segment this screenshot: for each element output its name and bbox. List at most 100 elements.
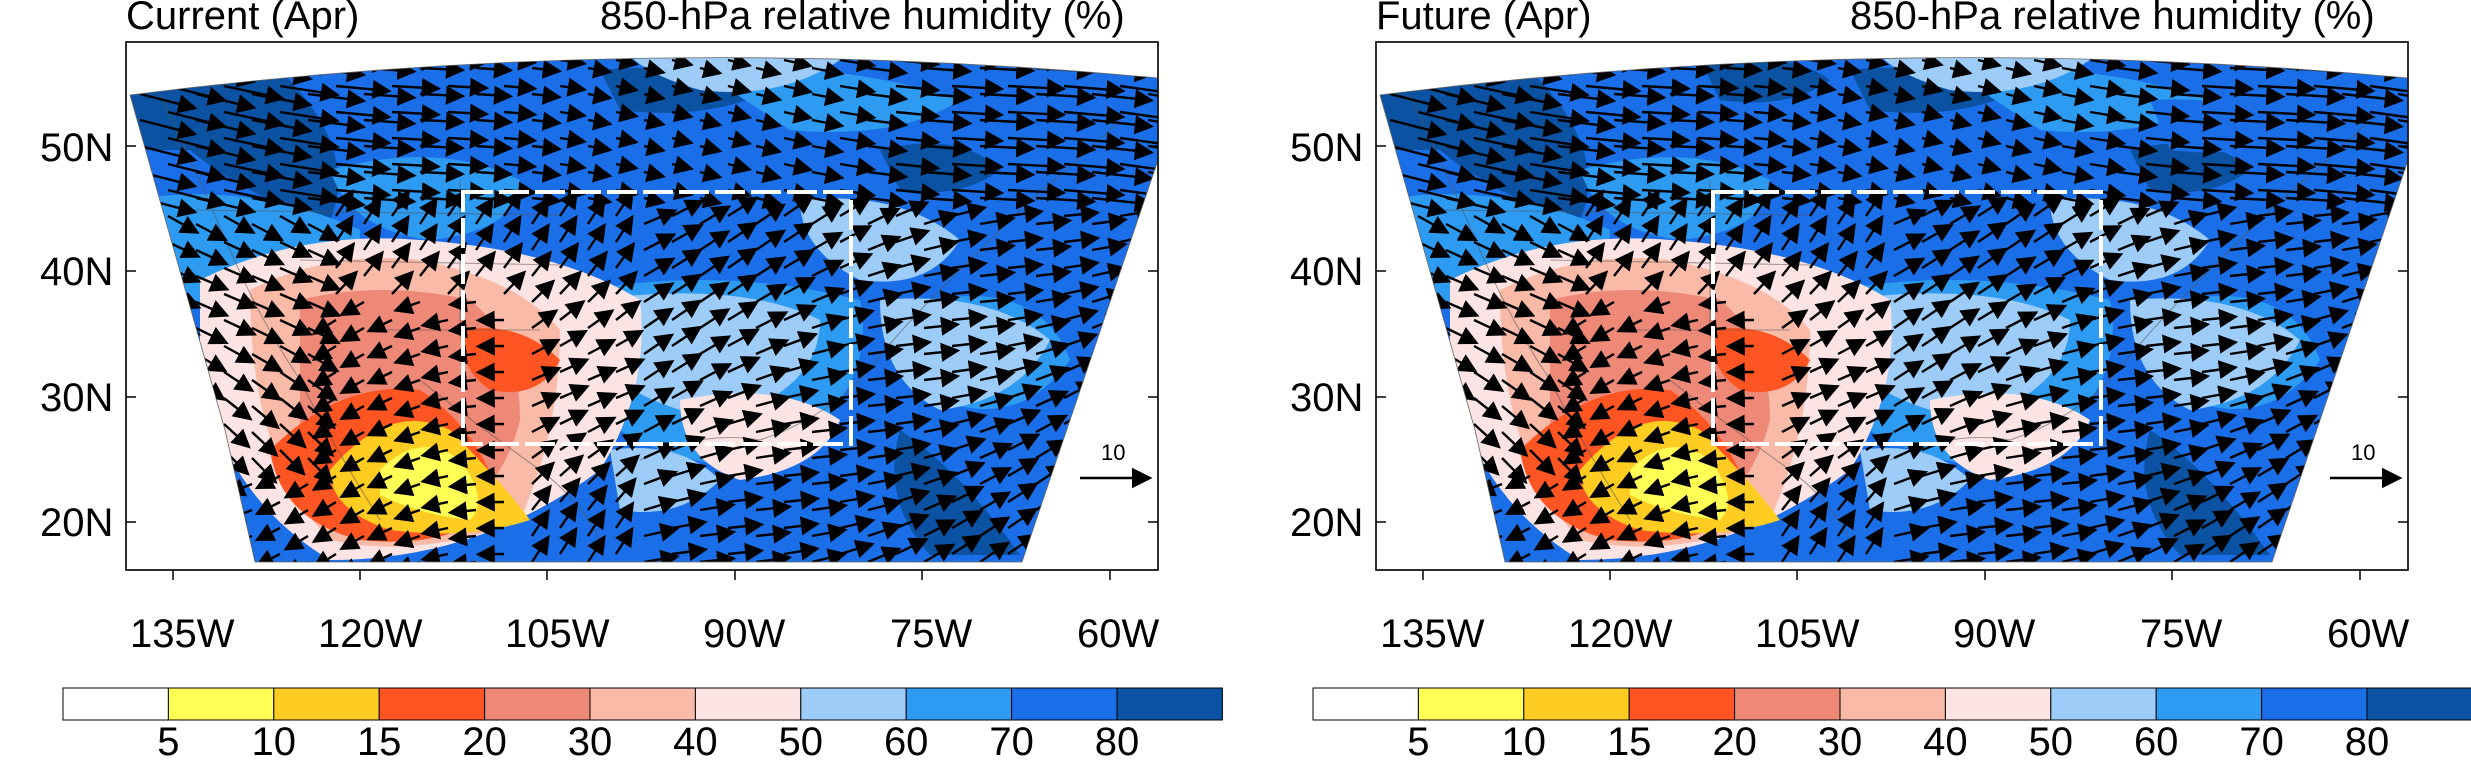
wind-vector (1063, 204, 1101, 224)
wind-vector (334, 214, 354, 243)
wind-vector (1389, 92, 1448, 114)
wind-vector (671, 325, 703, 347)
wind-vector (2033, 104, 2064, 124)
colorbar-label: 80 (1094, 720, 1140, 764)
wind-vector (1641, 104, 1691, 124)
wind-vector (530, 196, 550, 225)
wind-vector (531, 111, 562, 131)
wind-vector (979, 417, 1015, 436)
wind-vector (474, 222, 494, 251)
wind-vector (420, 494, 449, 514)
wind-vector (671, 199, 705, 218)
wind-vector (311, 472, 337, 491)
wind-vector (254, 549, 281, 562)
wind-vector (923, 469, 959, 488)
wind-vector (727, 516, 765, 536)
wind-vector (1921, 57, 1944, 71)
wind-vector (811, 113, 845, 133)
wind-vector (1809, 103, 1837, 123)
wind-vector (643, 387, 676, 408)
colorbar-label: 5 (1407, 720, 1430, 764)
wind-vector (1669, 59, 1716, 79)
wind-vector (979, 238, 1017, 258)
wind-vector (1865, 189, 1885, 217)
wind-vector (727, 130, 753, 149)
wind-vector (1063, 255, 1100, 275)
wind-vector (643, 137, 666, 157)
colorbar-label: 80 (2344, 720, 2390, 764)
wind-vector (195, 248, 230, 266)
wind-vector (979, 491, 1012, 512)
wind-vector (1613, 138, 1667, 158)
wind-vector (195, 326, 229, 345)
wind-vector (671, 542, 709, 562)
wind-vector (979, 442, 1014, 460)
wind-vector (923, 368, 961, 388)
reference-vector-label: 10 (1101, 440, 1126, 465)
wind-vector (1417, 214, 1450, 234)
wind-vector (1445, 170, 1507, 192)
lat-label-20n: 20N (40, 501, 114, 545)
wind-vector (366, 419, 393, 437)
wind-vector (1007, 256, 1045, 276)
wind-vector (393, 321, 421, 341)
wind-vector (363, 112, 417, 132)
wind-vector (2341, 193, 2404, 213)
wind-vector (1893, 111, 1916, 131)
wind-vector (755, 550, 793, 562)
wind-vector (895, 200, 930, 219)
wind-vector (1753, 189, 1773, 217)
wind-vector (839, 279, 875, 298)
wind-vector (811, 191, 845, 211)
wind-vector (1529, 186, 1590, 206)
wind-vector (195, 170, 257, 192)
wind-vector (2313, 157, 2376, 178)
wind-vector (503, 77, 538, 97)
wind-vector (587, 85, 613, 105)
wind-vector (923, 60, 973, 80)
wind-vector (279, 240, 313, 259)
wind-vector (559, 129, 587, 149)
wind-vector (867, 446, 905, 466)
wind-vector (2005, 112, 2033, 132)
wind-vector (2313, 131, 2376, 152)
wind-vector (783, 195, 815, 217)
wind-vector (1669, 111, 1716, 131)
wind-vector (1473, 162, 1536, 183)
wind-vector (1613, 164, 1667, 184)
wind-vector (1949, 205, 1982, 226)
wind-vector (895, 227, 931, 246)
wind-vector (951, 385, 988, 405)
wind-vector (615, 57, 639, 71)
wind-vector (727, 409, 763, 429)
wind-vector (1893, 59, 1916, 79)
colorbar-label: 70 (2239, 720, 2284, 764)
wind-vector (867, 165, 909, 185)
wind-vector (643, 111, 666, 131)
lat-label-30n: 30N (40, 376, 114, 420)
colorbar-label: 30 (1817, 720, 1863, 764)
wind-vector (979, 316, 1017, 336)
wind-vector (615, 329, 645, 348)
wind-vector (1865, 129, 1889, 149)
wind-vector (1501, 170, 1563, 190)
wind-vector (615, 300, 642, 321)
wind-vector (671, 488, 708, 508)
wind-vector (727, 542, 765, 562)
wind-vector (2033, 57, 2064, 72)
wind-vector (811, 446, 849, 466)
wind-vector (419, 163, 466, 183)
wind-vector (335, 131, 392, 151)
wind-vector (923, 112, 973, 132)
lat-label-50n: 50N (40, 126, 114, 170)
wind-vector (559, 300, 586, 321)
wind-vector (366, 497, 393, 515)
wind-vector (1091, 212, 1129, 232)
colorbar-swatch (694, 687, 802, 721)
wind-vector (391, 130, 441, 150)
wind-vector (223, 162, 286, 183)
wind-vector (1753, 77, 1788, 97)
wind-vector (391, 189, 411, 217)
wind-vector (1641, 78, 1691, 98)
wind-vector (643, 257, 676, 278)
